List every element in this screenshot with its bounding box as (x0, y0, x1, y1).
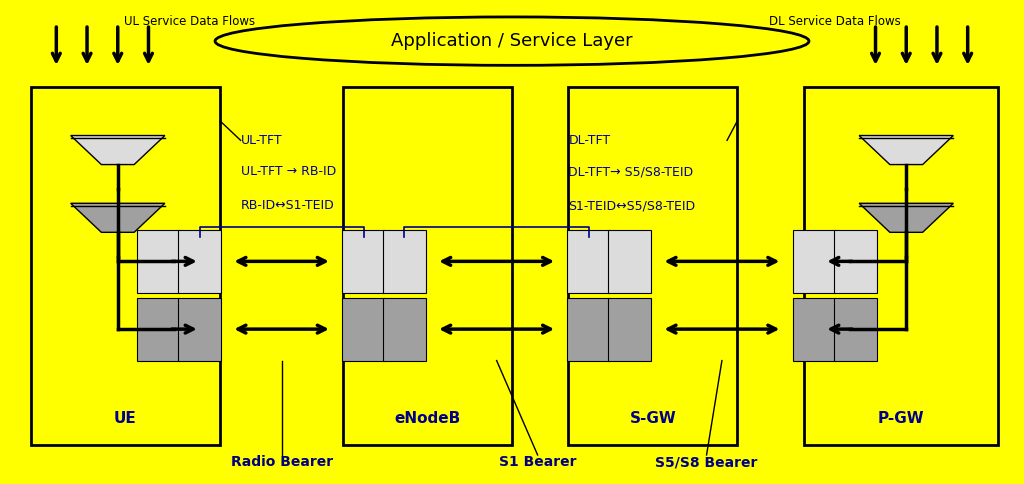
Text: UE: UE (114, 411, 137, 426)
Text: S1 Bearer: S1 Bearer (499, 455, 577, 469)
Bar (834, 230, 877, 293)
Bar (137, 230, 180, 293)
Text: UL Service Data Flows: UL Service Data Flows (124, 15, 255, 28)
Text: Radio Bearer: Radio Bearer (230, 455, 333, 469)
Text: DL-TFT: DL-TFT (568, 134, 610, 147)
Text: Application / Service Layer: Application / Service Layer (391, 32, 633, 50)
Bar (804, 87, 998, 445)
Bar (383, 298, 426, 361)
Bar (793, 298, 836, 361)
Text: eNodeB: eNodeB (394, 411, 461, 426)
Polygon shape (859, 203, 953, 232)
Bar (178, 230, 221, 293)
Bar (342, 298, 385, 361)
Text: RB-ID↔S1-TEID: RB-ID↔S1-TEID (241, 199, 335, 212)
Polygon shape (71, 203, 165, 232)
Bar (383, 230, 426, 293)
Bar (137, 298, 180, 361)
Bar (608, 230, 651, 293)
Text: UL-TFT → RB-ID: UL-TFT → RB-ID (241, 166, 336, 178)
Ellipse shape (215, 17, 809, 65)
Bar (567, 298, 610, 361)
Bar (608, 298, 651, 361)
Text: S1-TEID↔S5/S8-TEID: S1-TEID↔S5/S8-TEID (568, 199, 695, 212)
Text: P-GW: P-GW (878, 411, 925, 426)
Polygon shape (859, 136, 953, 165)
Text: DL-TFT→ S5/S8-TEID: DL-TFT→ S5/S8-TEID (568, 166, 693, 178)
Bar (567, 230, 610, 293)
Bar (343, 87, 512, 445)
Bar (568, 87, 737, 445)
Bar (793, 230, 836, 293)
Bar (834, 298, 877, 361)
Polygon shape (71, 136, 165, 165)
Text: UL-TFT: UL-TFT (241, 134, 283, 147)
Bar (31, 87, 220, 445)
Bar (178, 298, 221, 361)
Text: S-GW: S-GW (630, 411, 676, 426)
Text: S5/S8 Bearer: S5/S8 Bearer (655, 455, 758, 469)
Bar (342, 230, 385, 293)
Text: DL Service Data Flows: DL Service Data Flows (769, 15, 900, 28)
